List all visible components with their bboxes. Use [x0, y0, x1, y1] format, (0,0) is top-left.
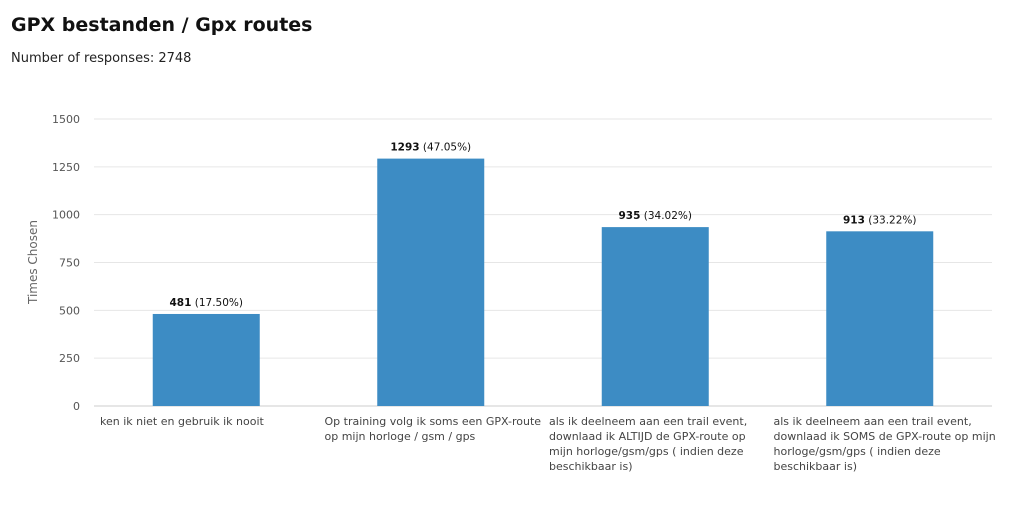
- x-category-label: als ik deelneem aan een trail event, down…: [774, 415, 996, 473]
- y-axis-label: Times Chosen: [26, 220, 40, 305]
- y-tick-label: 1500: [52, 113, 80, 126]
- y-tick-label: 500: [59, 304, 80, 317]
- x-category-label: als ik deelneem aan een trail event, down…: [549, 415, 747, 473]
- label-layer: 0 250 500 750 1000 1250 1500 481 (17.50%) ken ik…: [52, 113, 996, 473]
- x-category-label: ken ik niet en gebruik ik nooit: [100, 415, 265, 428]
- y-tick-label: 0: [73, 400, 80, 413]
- bar-value-label: 935 (34.02%): [619, 210, 693, 222]
- y-tick-label: 1000: [52, 209, 80, 222]
- bar[interactable]: [152, 313, 260, 406]
- bar[interactable]: [377, 158, 485, 406]
- chart-title: GPX bestanden / Gpx routes: [11, 14, 313, 36]
- y-tick-label: 250: [59, 352, 80, 365]
- bar-value-label: 913 (33.22%): [843, 214, 917, 226]
- y-tick-label: 750: [59, 257, 80, 270]
- bar[interactable]: [826, 231, 934, 406]
- bar[interactable]: [601, 227, 709, 406]
- bar-value-label: 1293 (47.05%): [390, 142, 471, 154]
- y-tick-label: 1250: [52, 161, 80, 174]
- response-count: Number of responses: 2748: [11, 51, 192, 66]
- bar-value-label: 481 (17.50%): [170, 297, 244, 309]
- x-category-label: Op training volg ik soms een GPX-route op…: [325, 415, 542, 443]
- bar-layer: [152, 158, 934, 406]
